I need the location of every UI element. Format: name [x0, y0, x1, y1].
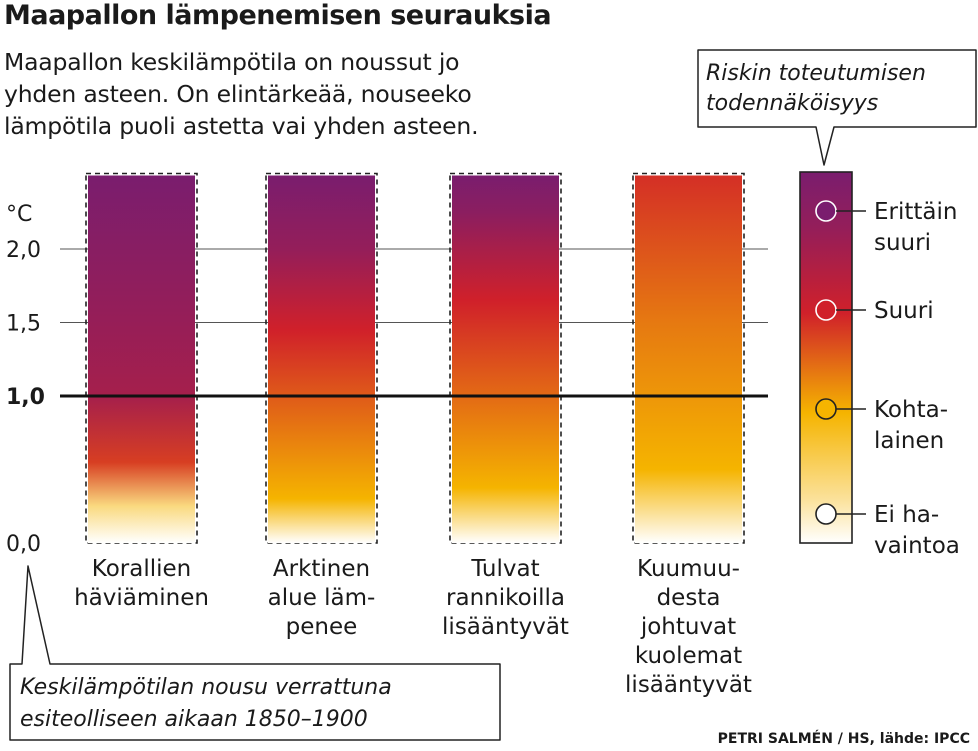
legend-marker	[815, 299, 837, 321]
category-label: alue läm-	[268, 585, 376, 611]
legend-label: lainen	[874, 428, 944, 454]
subtitle-line: yhden asteen. On elintärkeää, nouseeko	[4, 80, 472, 108]
legend-label: Kohta-	[874, 397, 948, 423]
legend-label: Suuri	[874, 298, 934, 324]
legend-title: Riskin toteutumisen	[706, 61, 926, 86]
bar	[452, 175, 559, 543]
category-label: Arktinen	[273, 556, 370, 582]
chart-subtitle: Maapallon keskilämpötila on noussut jo y…	[4, 46, 604, 142]
chart-title: Maapallon lämpenemisen seurauksia	[4, 0, 552, 31]
legend-label: Erittäin	[874, 199, 957, 225]
category-label: kuolemat	[635, 643, 742, 669]
legend-label: suuri	[874, 230, 931, 256]
bar	[268, 175, 375, 543]
credit-line: PETRI SALMÉN / HS, lähde: IPCC	[717, 731, 970, 747]
footnote-box	[9, 565, 501, 741]
legend-title-box	[697, 49, 977, 166]
category-label: Kuumuu-	[637, 556, 740, 582]
category-label: Korallien	[92, 556, 191, 582]
y-tick-label: 1,0	[6, 385, 45, 410]
y-tick-label: 0,0	[6, 532, 41, 557]
category-label: rannikoilla	[446, 585, 565, 611]
category-label: penee	[286, 614, 358, 640]
y-tick-label: 1,5	[6, 312, 41, 337]
bar	[635, 175, 742, 543]
category-label: johtuvat	[640, 614, 736, 640]
y-tick-label: 2,0	[6, 238, 41, 263]
legend-bar	[799, 171, 853, 544]
category-label: lisääntyvät	[625, 672, 752, 698]
footnote-text: esiteolliseen aikaan 1850–1900	[20, 707, 368, 732]
y-axis-unit: °C	[6, 202, 32, 227]
legend-label: Ei ha-	[874, 502, 939, 528]
legend-marker	[815, 398, 837, 420]
legend-label: vaintoa	[874, 533, 960, 559]
category-label: Tulvat	[470, 556, 539, 582]
legend-marker	[815, 200, 837, 222]
category-label: lisääntyvät	[442, 614, 569, 640]
subtitle-line: lämpötila puoli astetta vai yhden asteen…	[4, 112, 479, 140]
legend-marker	[815, 503, 837, 525]
footnote-text: Keskilämpötilan nousu verrattuna	[20, 675, 392, 700]
category-label: desta	[657, 585, 721, 611]
bar	[88, 175, 195, 543]
subtitle-line: Maapallon keskilämpötila on noussut jo	[4, 48, 460, 76]
legend-title: todennäköisyys	[706, 91, 878, 116]
category-label: häviäminen	[74, 585, 209, 611]
